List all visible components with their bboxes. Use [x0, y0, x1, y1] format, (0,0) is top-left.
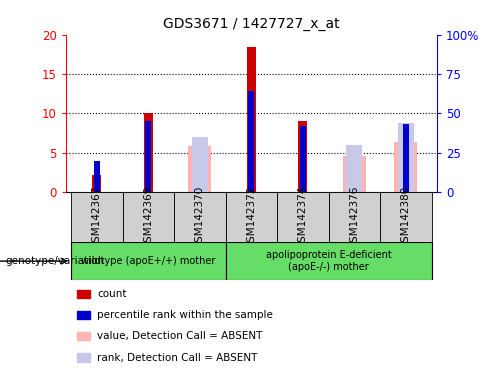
Text: percentile rank within the sample: percentile rank within the sample: [98, 310, 273, 320]
Bar: [145, 121, 151, 192]
Text: GSM142367: GSM142367: [92, 185, 102, 249]
Bar: [77, 332, 90, 341]
Bar: [192, 137, 208, 192]
Bar: [328, 192, 380, 242]
Text: GSM142369: GSM142369: [143, 185, 153, 249]
Bar: [394, 142, 417, 192]
Text: GSM142370: GSM142370: [195, 185, 205, 248]
Bar: [71, 192, 122, 242]
Bar: [71, 242, 225, 280]
Text: wildtype (apoE+/+) mother: wildtype (apoE+/+) mother: [81, 256, 216, 266]
Bar: [143, 113, 153, 192]
Bar: [403, 124, 409, 192]
Bar: [225, 242, 431, 280]
Bar: [346, 145, 363, 192]
Text: value, Detection Call = ABSENT: value, Detection Call = ABSENT: [98, 331, 263, 341]
Bar: [188, 146, 211, 192]
Bar: [77, 311, 90, 319]
Text: GSM142380: GSM142380: [401, 185, 411, 248]
Text: GSM142372: GSM142372: [246, 185, 256, 249]
Bar: [343, 156, 366, 192]
Text: GSM142376: GSM142376: [349, 185, 359, 249]
Text: genotype/variation: genotype/variation: [5, 256, 104, 266]
Bar: [248, 91, 254, 192]
Text: rank, Detection Call = ABSENT: rank, Detection Call = ABSENT: [98, 353, 258, 362]
Bar: [398, 123, 414, 192]
Text: apolipoprotein E-deficient
(apoE-/-) mother: apolipoprotein E-deficient (apoE-/-) mot…: [265, 250, 391, 272]
Text: GSM142374: GSM142374: [298, 185, 308, 249]
Bar: [174, 192, 225, 242]
Title: GDS3671 / 1427727_x_at: GDS3671 / 1427727_x_at: [163, 17, 340, 31]
Text: count: count: [98, 289, 127, 299]
Bar: [122, 192, 174, 242]
Bar: [247, 47, 256, 192]
Bar: [300, 126, 306, 192]
Bar: [380, 192, 431, 242]
Bar: [94, 161, 100, 192]
Bar: [277, 192, 328, 242]
Bar: [77, 353, 90, 362]
Bar: [298, 121, 307, 192]
Bar: [77, 290, 90, 298]
Bar: [92, 175, 102, 192]
Bar: [225, 192, 277, 242]
